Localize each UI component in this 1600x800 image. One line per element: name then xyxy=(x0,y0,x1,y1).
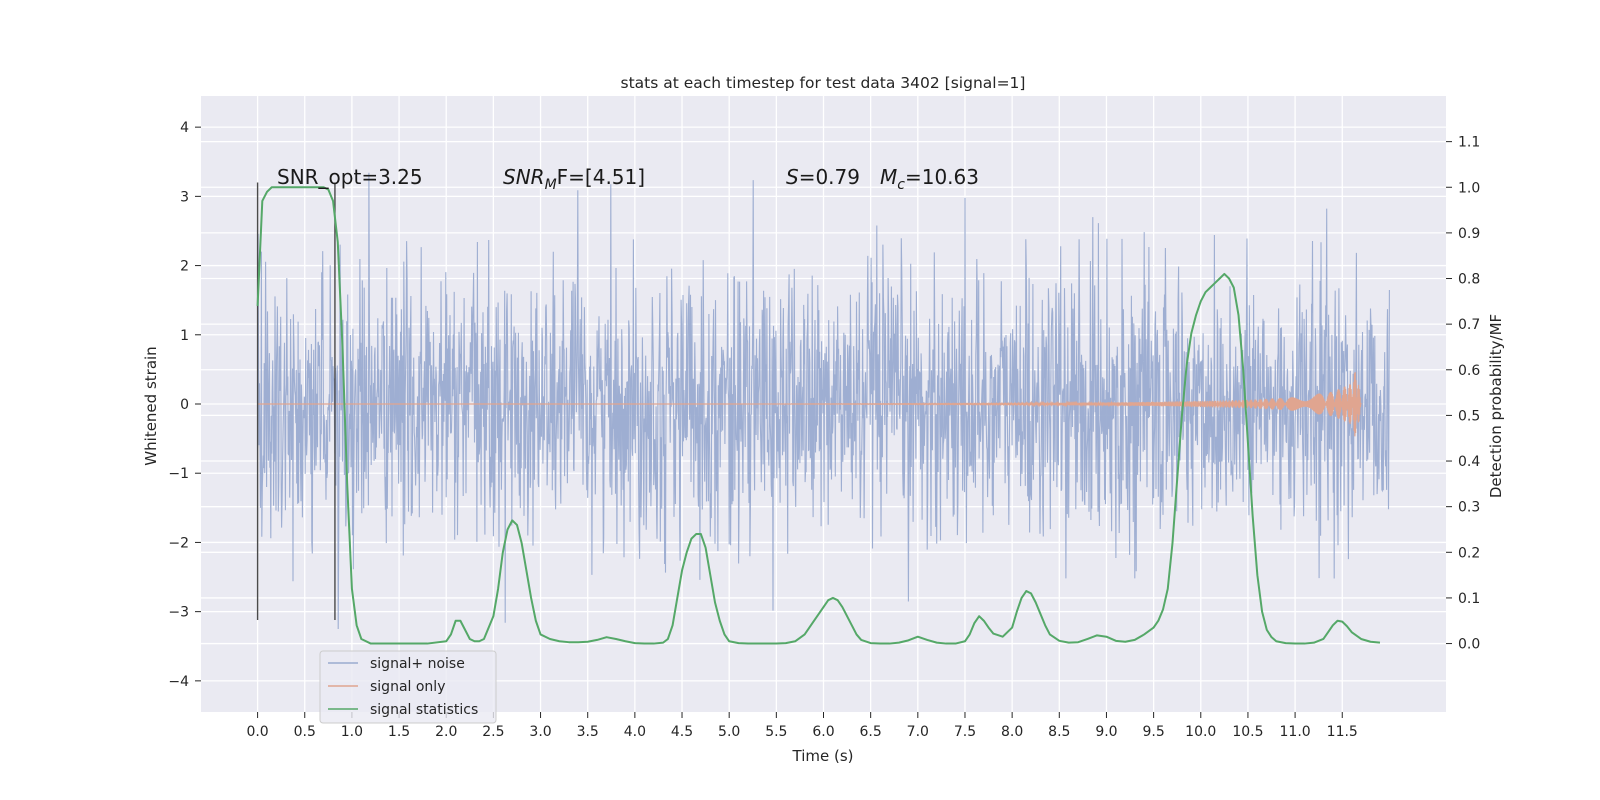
y2-tick-label: 0.2 xyxy=(1458,545,1480,561)
y-axis-label: Whitened strain xyxy=(142,346,160,465)
x-tick-label: 9.5 xyxy=(1142,724,1164,740)
signal-only-series xyxy=(257,372,1362,437)
x-tick-label: 6.5 xyxy=(860,724,882,740)
x-tick-label: 5.5 xyxy=(765,724,787,740)
signal-statistics-line xyxy=(256,186,1381,645)
x-tick-label: 2.5 xyxy=(482,724,504,740)
x-tick-label: 7.0 xyxy=(907,724,929,740)
x-tick-label: 8.0 xyxy=(1001,724,1023,740)
x-tick-label: 10.5 xyxy=(1232,724,1263,740)
mc-symbol: M xyxy=(880,165,897,189)
window-markers xyxy=(256,182,336,620)
signal-noise-series xyxy=(257,172,1390,630)
snr-mf-base: SNR xyxy=(503,165,545,189)
annotation-mc: Mc=10.63 xyxy=(880,165,979,193)
y2-tick-label: 0.1 xyxy=(1458,591,1480,607)
y-tick-label: 3 xyxy=(180,189,189,205)
x-tick-label: 8.5 xyxy=(1048,724,1070,740)
y2-tick-label: 0.8 xyxy=(1458,272,1480,288)
y-tick-label: 1 xyxy=(180,328,189,344)
x-tick-label: 3.0 xyxy=(529,724,551,740)
legend-label-signal-noise: signal+ noise xyxy=(370,656,465,672)
x-tick-label: 7.5 xyxy=(954,724,976,740)
annotation-snr-opt: SNR_opt=3.25 xyxy=(277,165,423,189)
y2-tick-label: 0.9 xyxy=(1458,226,1480,242)
y-tick-label: 4 xyxy=(180,120,189,136)
x-axis-label: Time (s) xyxy=(792,747,854,765)
signal-noise-line xyxy=(257,172,1390,630)
y-tick-label: −2 xyxy=(168,535,189,551)
mc-value: =10.63 xyxy=(905,165,979,189)
s-symbol: S xyxy=(786,165,799,189)
y2-tick-label: 0.3 xyxy=(1458,500,1480,516)
y-tick-label: −4 xyxy=(168,674,189,690)
snr-mf-subscript: M xyxy=(545,177,557,193)
x-tick-label: 11.5 xyxy=(1327,724,1358,740)
y-tick-label: 2 xyxy=(180,259,189,275)
y-tick-label: −1 xyxy=(168,466,189,482)
y2-tick-label: 0.4 xyxy=(1458,454,1480,470)
x-tick-label: 10.0 xyxy=(1185,724,1216,740)
y2-tick-label: 0.7 xyxy=(1458,317,1480,333)
x-tick-label: 0.5 xyxy=(294,724,316,740)
annotation-snr-mf: SNRMF=[4.51] xyxy=(503,165,645,193)
legend: signal+ noise signal only signal statist… xyxy=(319,650,497,724)
y2-tick-label: 0.0 xyxy=(1458,637,1480,653)
y2-axis-label: Detection probability/MF xyxy=(1487,314,1505,498)
y2-tick-label: 1.1 xyxy=(1458,135,1480,151)
y2-tick-label: 1.0 xyxy=(1458,180,1480,196)
x-tick-label: 4.5 xyxy=(671,724,693,740)
x-tick-label: 1.5 xyxy=(388,724,410,740)
y-tick-label: −3 xyxy=(168,605,189,621)
snr-mf-rest: F=[4.51] xyxy=(557,165,645,189)
x-tick-label: 2.0 xyxy=(435,724,457,740)
y-axis-ticks: 4 3 2 1 0 −1 −2 −3 −4 xyxy=(168,120,201,690)
x-tick-label: 6.0 xyxy=(812,724,834,740)
y-tick-label: 0 xyxy=(180,397,189,413)
signal-only-line xyxy=(257,372,1362,437)
s-value: =0.79 xyxy=(799,165,860,189)
x-tick-label: 3.5 xyxy=(577,724,599,740)
chart-title: stats at each timestep for test data 340… xyxy=(621,74,1026,92)
y2-tick-label: 0.5 xyxy=(1458,408,1480,424)
legend-box xyxy=(319,650,497,724)
signal-statistics-series xyxy=(256,186,1381,645)
y2-axis-ticks: 1.1 1.0 0.9 0.8 0.7 0.6 0.5 0.4 0.3 0.2 0.1 0.0 xyxy=(1446,135,1480,653)
x-tick-label: 0.0 xyxy=(246,724,268,740)
x-axis-ticks: 0.0 0.5 1.0 1.5 2.0 2.5 3.0 3.5 4.0 4.5 5.0 5.5 6.0 6… xyxy=(246,712,1358,740)
mc-subscript: c xyxy=(897,177,905,193)
y2-tick-label: 0.6 xyxy=(1458,363,1480,379)
x-tick-label: 11.0 xyxy=(1280,724,1311,740)
x-tick-label: 4.0 xyxy=(624,724,646,740)
annotation-s: S=0.79 xyxy=(786,165,860,189)
legend-label-signal-statistics: signal statistics xyxy=(370,702,478,718)
x-tick-label: 1.0 xyxy=(341,724,363,740)
legend-label-signal-only: signal only xyxy=(370,679,445,695)
x-tick-label: 9.0 xyxy=(1095,724,1117,740)
x-tick-label: 5.0 xyxy=(718,724,740,740)
